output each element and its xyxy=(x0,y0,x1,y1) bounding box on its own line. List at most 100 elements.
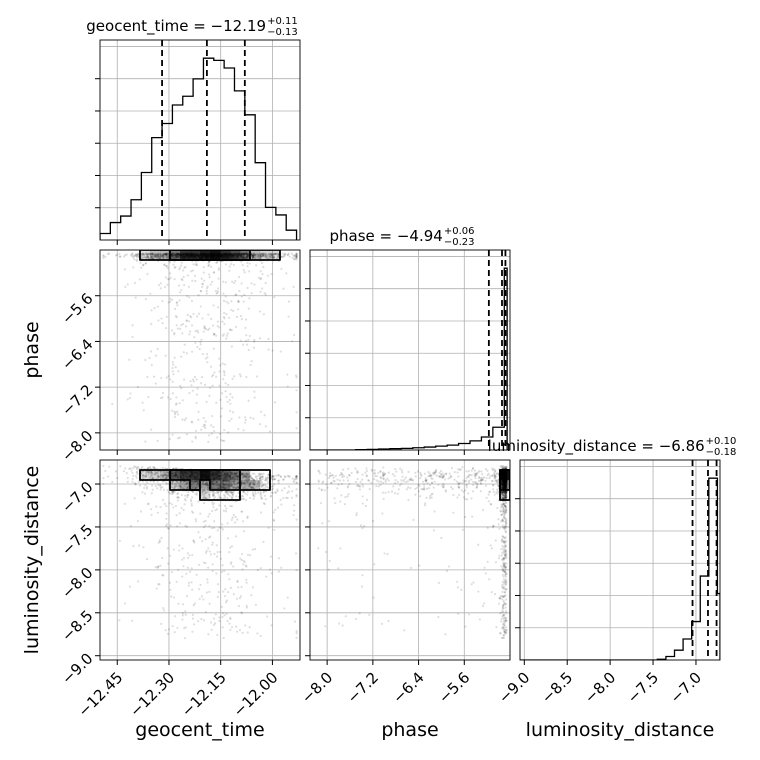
sample-point xyxy=(438,471,441,474)
sample-point xyxy=(268,254,271,258)
sample-point xyxy=(472,480,475,483)
sample-point xyxy=(159,485,162,488)
sample-point xyxy=(503,485,506,488)
sample-point xyxy=(433,510,436,513)
sample-point xyxy=(504,467,507,470)
sample-point xyxy=(229,393,232,396)
sample-point xyxy=(252,480,255,483)
sample-point xyxy=(146,253,150,256)
sample-point xyxy=(505,522,508,525)
sample-point xyxy=(205,352,209,356)
sample-point xyxy=(497,557,501,560)
sample-point xyxy=(501,482,504,486)
sample-point xyxy=(503,481,507,484)
sample-point xyxy=(232,263,235,267)
sample-point xyxy=(269,256,272,260)
sample-point xyxy=(501,482,505,485)
sample-point xyxy=(434,470,438,473)
sample-point xyxy=(250,486,253,489)
sample-point xyxy=(244,475,247,478)
sample-point xyxy=(183,627,186,630)
sample-point xyxy=(248,270,251,273)
sample-point xyxy=(291,340,294,343)
sample-point xyxy=(164,354,167,357)
contour-level-1 xyxy=(169,250,251,261)
sample-point xyxy=(185,482,188,485)
sample-point xyxy=(183,484,186,487)
sample-point xyxy=(157,475,160,478)
sample-point xyxy=(227,431,230,434)
density-cell xyxy=(140,470,151,481)
sample-point xyxy=(223,317,226,320)
sample-point xyxy=(203,279,206,282)
sample-point xyxy=(236,630,239,633)
sample-point xyxy=(502,599,505,602)
sample-point xyxy=(271,256,274,259)
sample-point xyxy=(382,474,385,477)
sample-point xyxy=(210,424,213,427)
sample-point xyxy=(190,350,194,353)
sample-point xyxy=(239,595,243,598)
sample-point xyxy=(237,300,240,303)
sample-point xyxy=(191,440,194,443)
sample-point xyxy=(202,494,206,498)
sample-point xyxy=(261,497,264,500)
sample-point xyxy=(384,480,387,484)
sample-point xyxy=(156,254,159,257)
sample-point xyxy=(138,278,141,281)
sample-point xyxy=(503,482,507,485)
sample-point xyxy=(195,493,199,496)
sample-point xyxy=(504,496,507,500)
sample-point xyxy=(126,476,129,480)
sample-point xyxy=(154,255,157,258)
sample-point xyxy=(191,588,194,591)
sample-point xyxy=(231,491,234,494)
sample-point xyxy=(145,253,148,256)
sample-point xyxy=(250,282,253,285)
sample-point xyxy=(177,437,180,440)
sample-point xyxy=(456,586,460,589)
sample-point xyxy=(229,490,232,493)
sample-point xyxy=(198,563,201,567)
sample-point xyxy=(231,516,234,519)
sample-point xyxy=(224,263,227,266)
sample-point xyxy=(501,573,505,576)
sample-point xyxy=(190,384,193,387)
sample-point xyxy=(501,482,504,485)
sample-point xyxy=(165,476,168,479)
sample-point xyxy=(173,413,177,416)
sample-point xyxy=(254,253,257,256)
sample-point xyxy=(230,491,233,494)
sample-point xyxy=(133,482,137,485)
sample-point xyxy=(263,254,266,257)
sample-point xyxy=(259,490,262,494)
sample-point xyxy=(102,256,105,260)
sample-point xyxy=(241,473,245,476)
sample-point xyxy=(192,482,196,486)
sample-point xyxy=(257,252,260,256)
sample-point xyxy=(176,626,179,630)
sample-point xyxy=(505,483,508,487)
sample-point xyxy=(367,479,370,482)
sample-point xyxy=(273,482,276,486)
sample-point xyxy=(230,329,233,332)
sample-point xyxy=(178,485,181,488)
sample-point xyxy=(503,484,506,487)
sample-point xyxy=(381,475,384,478)
sample-point xyxy=(244,487,247,490)
sample-point xyxy=(167,301,170,304)
sample-point xyxy=(150,252,153,256)
sample-point xyxy=(232,309,235,312)
sample-point xyxy=(140,266,143,269)
sample-point xyxy=(419,473,423,476)
sample-point xyxy=(166,396,170,399)
sample-point xyxy=(155,253,158,256)
sample-point xyxy=(243,293,246,296)
sample-point xyxy=(232,490,235,493)
sample-point xyxy=(215,487,218,490)
sample-point xyxy=(189,315,192,318)
sample-point xyxy=(244,318,248,321)
density-cell xyxy=(150,250,161,261)
sample-point xyxy=(191,496,194,499)
sample-point xyxy=(139,261,142,264)
